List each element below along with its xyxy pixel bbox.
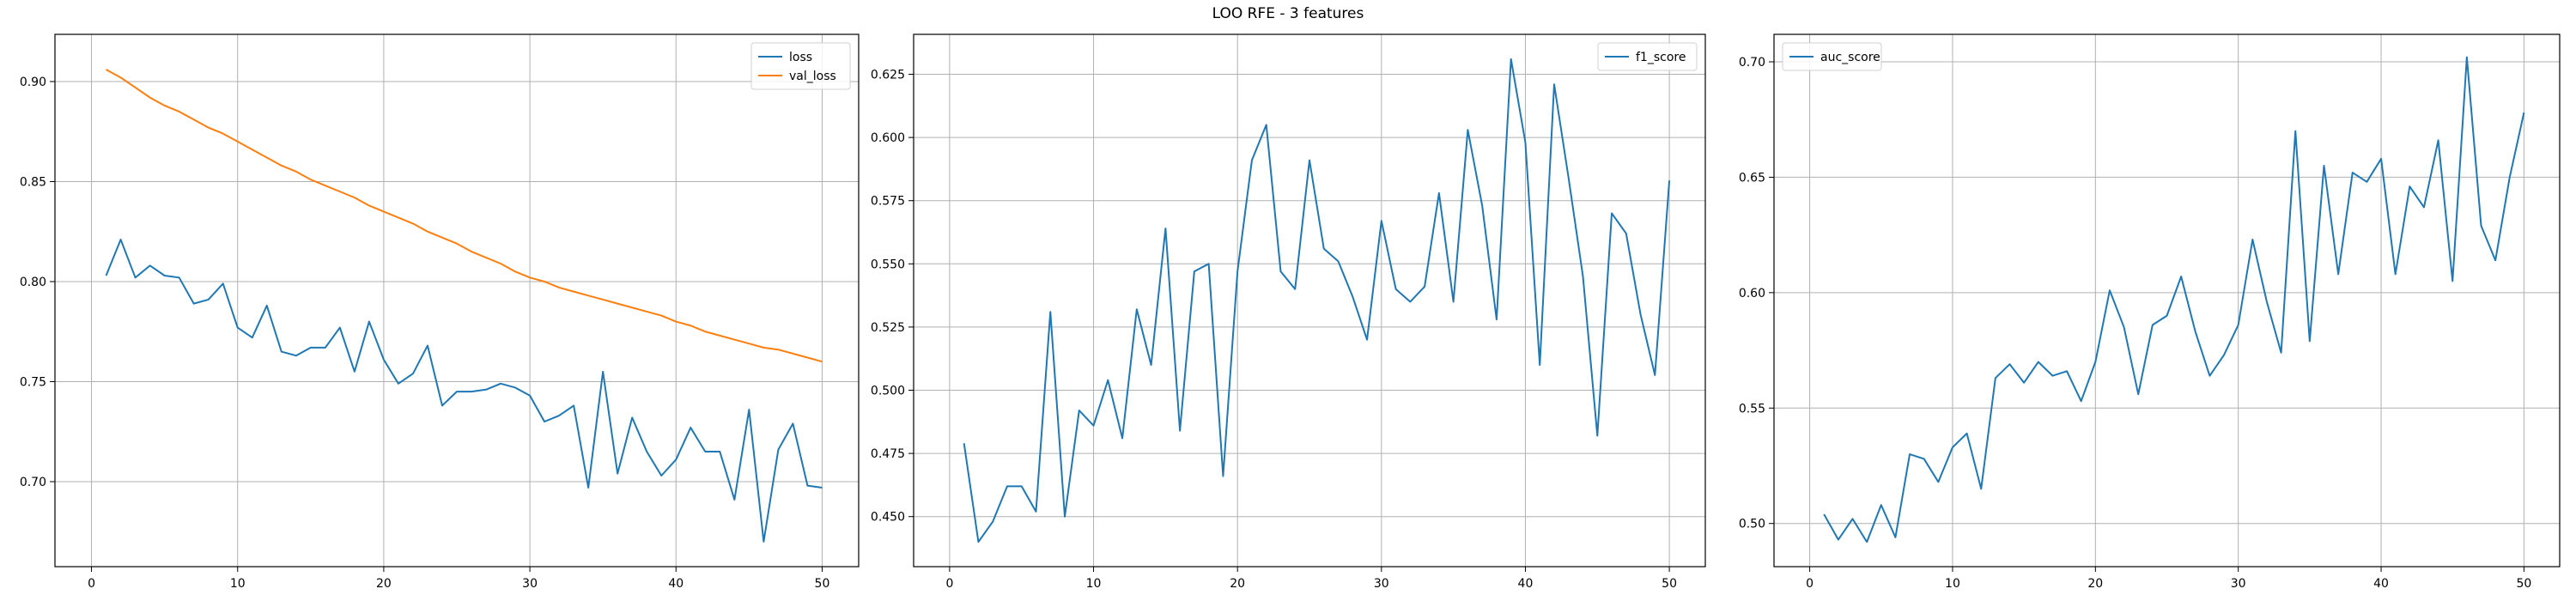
y-tick-label: 0.475 xyxy=(871,447,905,461)
series-line-auc-score xyxy=(1823,56,2525,543)
x-tick-label: 50 xyxy=(1662,577,1677,591)
x-tick-label: 30 xyxy=(2231,577,2246,591)
legend-box xyxy=(1782,42,1882,71)
series-line-loss xyxy=(105,239,823,543)
x-tick-label: 0 xyxy=(1806,577,1814,591)
y-tick-label: 0.600 xyxy=(871,131,905,145)
axes-frame xyxy=(913,33,1706,568)
x-tick-label: 20 xyxy=(2087,577,2103,591)
y-tick-label: 0.75 xyxy=(20,375,46,389)
x-tick-label: 50 xyxy=(2516,577,2531,591)
x-tick-label: 10 xyxy=(1945,577,1960,591)
y-tick-label: 0.55 xyxy=(1739,402,1765,416)
y-tick-label: 0.70 xyxy=(1739,56,1765,70)
y-tick-label: 0.525 xyxy=(871,321,905,335)
y-tick-label: 0.60 xyxy=(1739,287,1765,300)
x-tick-label: 10 xyxy=(230,577,246,591)
legend-label: loss xyxy=(789,51,812,64)
x-tick-label: 0 xyxy=(945,577,953,591)
x-tick-label: 20 xyxy=(1230,577,1245,591)
legend: auc_score xyxy=(1782,42,1882,71)
y-tick-label: 0.65 xyxy=(1739,171,1765,185)
legend: f1_score xyxy=(1597,42,1698,71)
legend-label: f1_score xyxy=(1636,51,1686,64)
axes-frame xyxy=(54,33,860,568)
x-tick-label: 30 xyxy=(522,577,538,591)
legend: loss val_loss xyxy=(750,42,851,90)
legend-label: auc_score xyxy=(1820,51,1880,64)
axes-frame xyxy=(1773,33,2561,568)
y-tick-label: 0.450 xyxy=(871,511,905,525)
legend-box xyxy=(1597,42,1698,71)
series-line-f1-score xyxy=(963,58,1671,543)
y-tick-label: 0.500 xyxy=(871,385,905,398)
figure-title: LOO RFE - 3 features xyxy=(1212,5,1364,22)
y-tick-label: 0.70 xyxy=(20,476,46,489)
legend-label: val_loss xyxy=(789,70,836,83)
x-tick-label: 0 xyxy=(88,577,95,591)
x-tick-label: 10 xyxy=(1086,577,1102,591)
chart-panel-1: 0 10 20 30 40 50 0.70 0.75 0.80 0.85 0.90 loss val_l… xyxy=(20,33,860,591)
y-tick-label: 0.625 xyxy=(871,69,905,82)
chart-panel-2: 0 10 20 30 40 50 0.450 0.475 0.500 0.525 0.550 0.57… xyxy=(871,33,1706,591)
x-tick-label: 40 xyxy=(668,577,683,591)
y-tick-label: 0.575 xyxy=(871,195,905,209)
y-tick-label: 0.80 xyxy=(20,276,46,289)
x-tick-label: 30 xyxy=(1374,577,1389,591)
legend-box xyxy=(750,42,851,90)
y-tick-label: 0.50 xyxy=(1739,518,1765,531)
y-tick-label: 0.85 xyxy=(20,175,46,189)
series-line-val-loss xyxy=(106,69,823,363)
y-tick-label: 0.90 xyxy=(20,76,46,89)
x-tick-label: 20 xyxy=(376,577,392,591)
x-tick-label: 50 xyxy=(815,577,830,591)
chart-panel-3: 0 10 20 30 40 50 0.50 0.55 0.60 0.65 0.70 auc_score xyxy=(1739,33,2561,591)
x-tick-label: 40 xyxy=(1518,577,1534,591)
y-tick-label: 0.550 xyxy=(871,258,905,271)
x-tick-label: 40 xyxy=(2373,577,2389,591)
